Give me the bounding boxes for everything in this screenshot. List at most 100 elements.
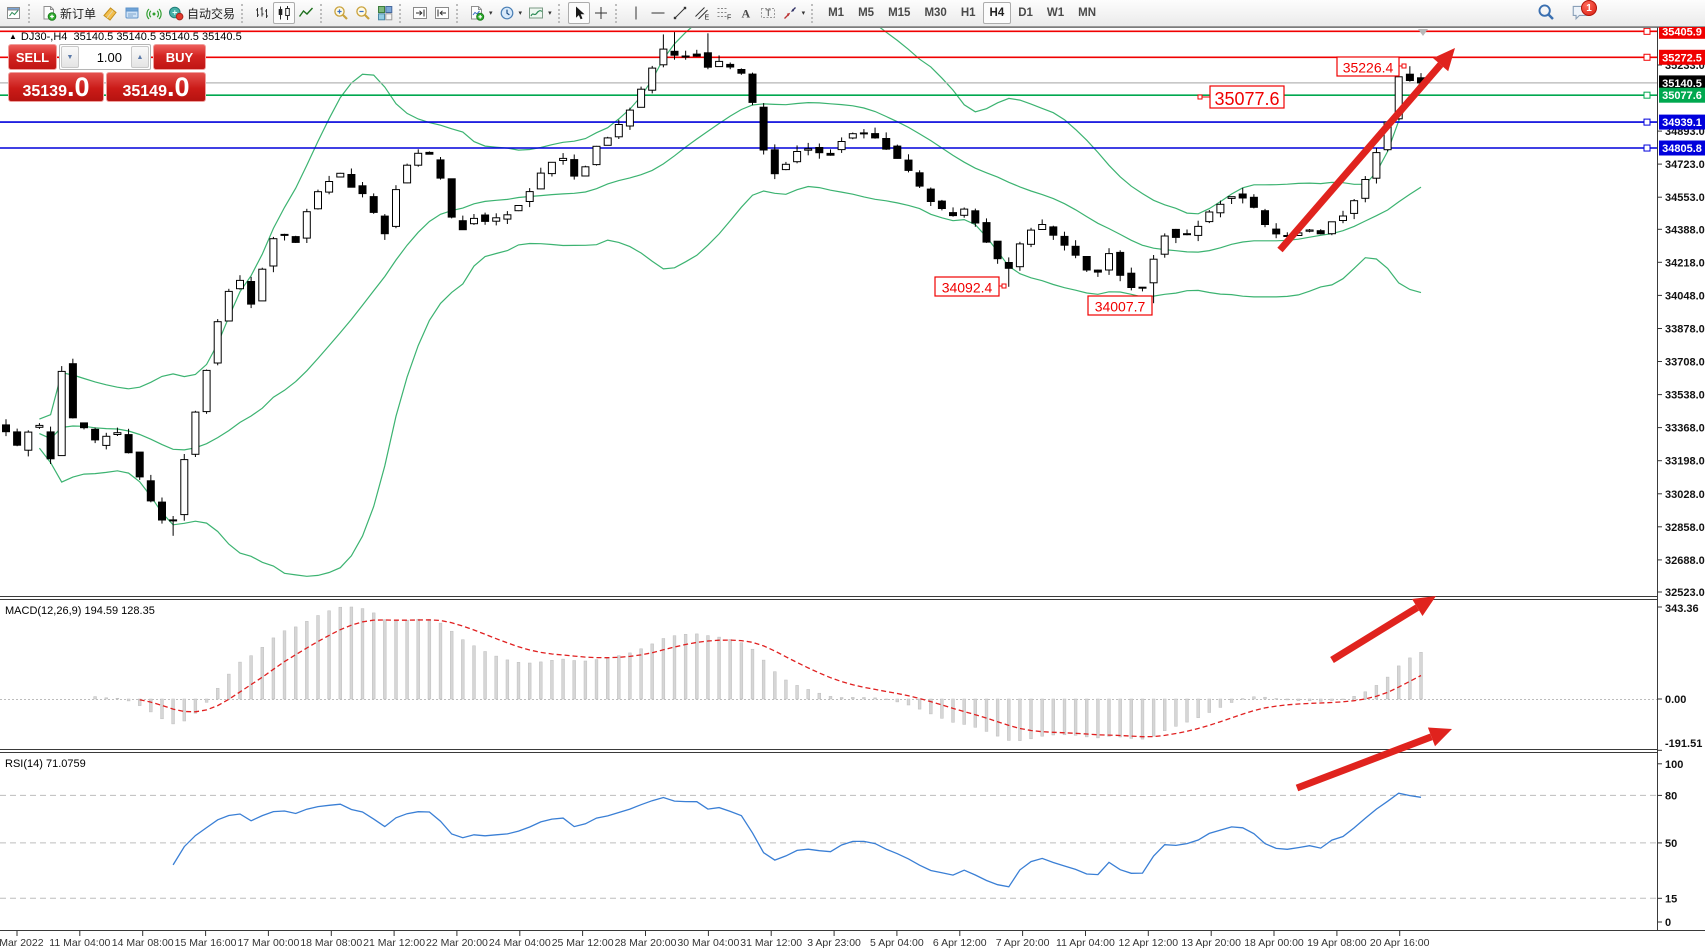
indicator-window-remove-button[interactable] — [431, 2, 453, 24]
candle-body — [648, 67, 657, 91]
profile-terminal-button[interactable] — [121, 2, 143, 24]
macd-histogram-bar — [1085, 698, 1089, 738]
toolbar-separator — [399, 3, 407, 23]
svg-text:19 Apr 08:00: 19 Apr 08:00 — [1307, 937, 1367, 949]
draw-vertical-line-button[interactable] — [625, 2, 647, 24]
market-signals-button[interactable] — [143, 2, 165, 24]
cursor-tool-button[interactable] — [567, 2, 590, 24]
svg-text:-191.51: -191.51 — [1665, 738, 1702, 750]
volume-decrease-button[interactable]: ▼ — [61, 46, 79, 68]
chart-window[interactable]: 35233.0 34893.0 34723.0 34553.0 34388.0 34218… — [0, 27, 1705, 951]
tf-mn-button[interactable]: MN — [1071, 2, 1103, 24]
crosshair-tool-button[interactable] — [590, 2, 612, 24]
line-mode-button[interactable] — [295, 2, 317, 24]
eraser-button[interactable] — [99, 2, 121, 24]
notifications-button[interactable]: 1 — [1571, 0, 1597, 23]
tf-h4-button[interactable]: H4 — [982, 2, 1012, 24]
draw-arrows-button[interactable]: ▾ — [779, 2, 809, 24]
callout-35077[interactable]: 35077.6 — [1197, 85, 1285, 109]
macd-histogram-bar — [438, 622, 443, 700]
new-order-button[interactable]: 新订单 — [38, 2, 99, 24]
buy-price[interactable]: 35149.0 — [106, 72, 206, 102]
candle-body — [158, 501, 166, 521]
macd-histogram-bar — [761, 659, 766, 700]
sell-price-big: .0 — [66, 72, 90, 102]
svg-text:13 Apr 20:00: 13 Apr 20:00 — [1181, 937, 1241, 949]
callout-34092[interactable]: 34092.4 — [934, 276, 1007, 297]
volume-increase-button[interactable]: ▲ — [131, 46, 149, 68]
callout-35226[interactable]: 35226.4 — [1336, 56, 1407, 77]
svg-text:33708.0: 33708.0 — [1665, 357, 1705, 369]
candle-body — [1171, 228, 1180, 238]
callout-34007[interactable]: 34007.7 — [1087, 295, 1153, 316]
volume-value[interactable]: 1.00 — [96, 49, 122, 65]
macd-histogram-bar — [1274, 698, 1278, 700]
draw-text-button[interactable]: A — [735, 2, 757, 24]
svg-text:33198.0: 33198.0 — [1665, 456, 1705, 468]
draw-fibonacci-button[interactable]: F — [713, 2, 735, 24]
draw-label-button[interactable]: T — [757, 2, 779, 24]
chart-window-button[interactable] — [3, 2, 25, 24]
tf-h1-button[interactable]: H1 — [954, 2, 983, 24]
candles-mode-button[interactable] — [273, 2, 296, 24]
indicator-window-add-button[interactable] — [409, 2, 431, 24]
candle-body — [770, 149, 779, 175]
tf-w1-button[interactable]: W1 — [1040, 2, 1071, 24]
candle-body — [2, 424, 10, 433]
candle-body — [570, 159, 579, 177]
macd-histogram-bar — [695, 633, 699, 700]
auto-trading-button[interactable]: 自动交易 — [165, 2, 238, 24]
macd-histogram-bar — [683, 634, 688, 700]
candle-body — [1027, 229, 1035, 245]
bollinger-lower-band — [38, 185, 1422, 577]
zoom-out-button[interactable] — [352, 2, 374, 24]
trend-arrow-macd[interactable] — [1330, 596, 1436, 663]
tf-m5-button[interactable]: M5 — [851, 2, 881, 24]
buy-button[interactable]: BUY — [153, 44, 206, 70]
candle-body — [915, 172, 924, 187]
draw-equidistant-channel-button[interactable]: E — [691, 2, 713, 24]
draw-trendline-button[interactable] — [669, 2, 691, 24]
tile-windows-button[interactable] — [374, 2, 396, 24]
svg-text:14 Mar 08:00: 14 Mar 08:00 — [112, 937, 174, 949]
macd-histogram-bar — [672, 635, 677, 700]
chart-canvas[interactable]: 35233.034893.034723.034553.034388.034218… — [0, 27, 1705, 951]
trend-arrow-main[interactable] — [1277, 48, 1455, 253]
trend-arrow-rsi[interactable] — [1295, 727, 1452, 792]
sell-button[interactable]: SELL — [8, 44, 57, 70]
macd-histogram-bar — [550, 660, 554, 700]
tf-m30-button[interactable]: M30 — [917, 2, 953, 24]
candle-body — [982, 222, 991, 243]
macd-histogram-bar — [539, 661, 543, 700]
tf-m5-label: M5 — [858, 7, 875, 19]
candle-body — [871, 133, 880, 139]
svg-text:21 Mar 12:00: 21 Mar 12:00 — [363, 937, 425, 949]
candle-body — [1127, 272, 1136, 289]
periods-menu-button[interactable]: ▾ — [496, 2, 526, 24]
macd-histogram-bar — [940, 698, 944, 719]
search-button[interactable] — [1537, 3, 1559, 23]
bars-mode-button[interactable] — [251, 2, 273, 24]
candle-body — [960, 208, 969, 216]
svg-text:33878.0: 33878.0 — [1665, 323, 1705, 335]
candle-body — [102, 435, 111, 446]
draw-horizontal-line-button[interactable] — [647, 2, 669, 24]
macd-histogram-bar — [851, 697, 855, 700]
new-chart-button[interactable]: ▾ — [466, 2, 496, 24]
macd-histogram-bar — [639, 648, 643, 700]
macd-histogram-bar — [806, 689, 810, 700]
zoom-in-button[interactable] — [330, 2, 352, 24]
macd-histogram-bar — [1196, 698, 1200, 718]
bollinger-middle-band — [39, 101, 1422, 451]
tf-m15-button[interactable]: M15 — [881, 2, 917, 24]
level-lines — [0, 27, 1657, 152]
candle-body — [1194, 225, 1203, 236]
volume-stepper[interactable]: ▼ 1.00 ▲ — [59, 44, 151, 70]
macd-histogram-bar — [1163, 698, 1167, 731]
candle-body — [302, 211, 311, 239]
tf-m1-button[interactable]: M1 — [821, 2, 851, 24]
sell-price[interactable]: 35139.0 — [8, 72, 104, 102]
tf-d1-button[interactable]: D1 — [1011, 2, 1040, 24]
macd-histogram-bar — [227, 673, 231, 700]
templates-menu-button[interactable]: ▾ — [525, 2, 555, 24]
